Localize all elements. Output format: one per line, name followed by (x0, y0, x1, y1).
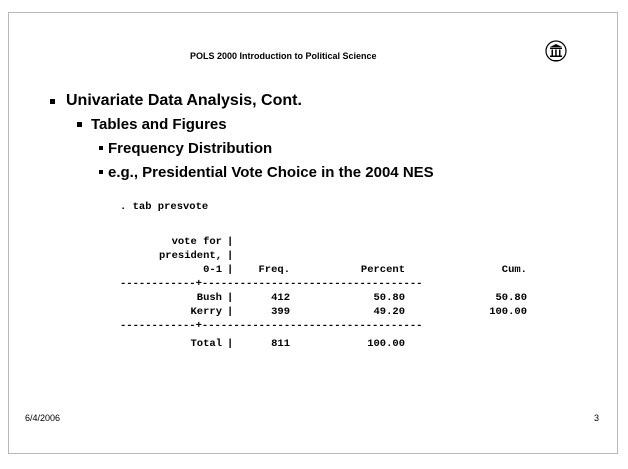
divider: | (227, 236, 234, 248)
divider: | (227, 250, 234, 262)
bullet-text: Univariate Data Analysis, Cont. (66, 92, 302, 109)
column-header: Freq. (258, 264, 290, 276)
column-header: Cum. (501, 264, 527, 276)
divider: | (227, 338, 234, 350)
slide-header: POLS 2000 Introduction to Political Scie… (190, 51, 377, 61)
cell: 399 (271, 306, 290, 318)
separator: ------------+---------------------------… (120, 320, 423, 332)
cell: 100.00 (367, 338, 405, 350)
bullet (50, 99, 55, 104)
row-header: 0-1 (203, 264, 222, 276)
divider: | (227, 264, 234, 276)
cell: 50.80 (495, 292, 527, 304)
column-header: Percent (360, 264, 405, 276)
bullet-text: Tables and Figures (91, 116, 227, 133)
row-label: Total (190, 338, 222, 350)
divider: | (227, 292, 234, 304)
bullet (99, 170, 103, 174)
row-header: vote for (171, 236, 222, 248)
row-header: president, (158, 250, 222, 262)
page-number: 3 (594, 413, 600, 423)
cell: 50.80 (373, 292, 405, 304)
cell: 100.00 (489, 306, 527, 318)
bullet-text: Frequency Distribution (108, 140, 273, 157)
bullet (99, 146, 103, 150)
command: . tab presvote (120, 201, 209, 213)
separator: ------------+---------------------------… (120, 278, 423, 290)
cell: 811 (271, 338, 290, 350)
bullet (77, 122, 82, 127)
cell: 412 (271, 292, 290, 304)
slide-frame (8, 12, 618, 454)
row-label: Bush (196, 292, 222, 304)
divider: | (227, 306, 234, 318)
bullet-text: e.g., Presidential Vote Choice in the 20… (108, 164, 434, 181)
row-label: Kerry (190, 306, 222, 318)
cell: 49.20 (373, 306, 405, 318)
logo (545, 40, 567, 62)
footer-date: 6/4/2006 (25, 413, 61, 423)
